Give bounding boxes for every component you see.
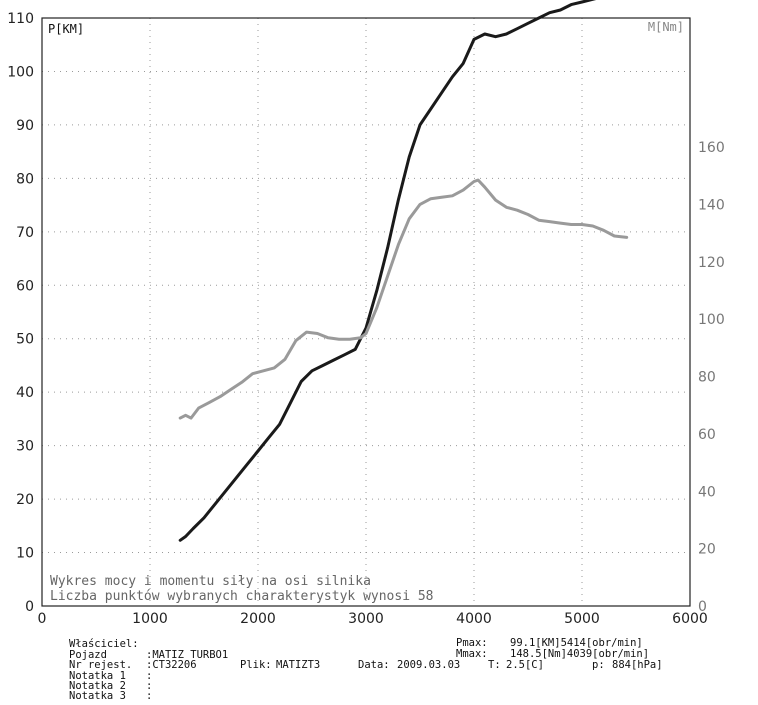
right-tick-label: 20 [698,542,716,558]
vehicle-label: Pojazd [69,649,107,661]
date-value: 2009.03.03 [397,659,460,671]
pmax-label: Pmax: [456,637,488,649]
file-label: Plik: [240,659,272,671]
note3-label: Notatka 3 [69,690,126,702]
temperature-label: T: [488,659,501,671]
x-tick-label: 6000 [672,611,708,627]
registration-value: :CT32206 [146,659,197,671]
left-axis-ticks: 0 10 20 30 40 50 60 70 80 90 100 110 [7,11,34,615]
x-tick-label: 5000 [564,611,600,627]
x-axis-ticks: 0 1000 2000 3000 4000 5000 6000 [38,611,708,627]
chart-note-2: Liczba punktów wybranych charakterystyk … [50,589,434,604]
x-tick-label: 0 [38,611,47,627]
pressure-value: 884[hPa] [612,659,663,671]
note2-colon: : [146,680,152,692]
right-tick-label: 100 [698,312,725,328]
vehicle-value: :MATIZ TURBO1 [146,649,228,661]
pmax-value: 99.1[KM]5414[obr/min] [510,637,643,649]
power-curve [178,0,597,542]
left-tick-label: 70 [16,225,34,241]
x-tick-label: 1000 [132,611,168,627]
pressure-label: p: [592,659,605,671]
right-tick-label: 40 [698,484,716,500]
mmax-value: 148.5[Nm]4039[obr/min] [510,648,649,660]
right-axis-ticks: 0 20 40 60 80 100 120 140 160 [698,140,725,615]
left-axis-title: P[KM] [48,22,84,36]
file-value: MATIZT3 [276,659,320,671]
x-tick-label: 4000 [456,611,492,627]
note1-colon: : [146,670,152,682]
info-block: Właściciel: Pojazd :MATIZ TURBO1 Nr reje… [69,637,663,702]
x-tick-label: 3000 [348,611,384,627]
right-tick-label: 60 [698,427,716,443]
right-tick-label: 160 [698,140,725,156]
note2-label: Notatka 2 [69,680,126,692]
right-axis-title: M[Nm] [648,20,684,34]
owner-label: Właściciel: [69,638,139,650]
plot-frame [41,17,691,607]
left-tick-label: 50 [16,332,34,348]
temperature-value: 2.5[C] [506,659,544,671]
torque-curve [178,178,629,420]
left-tick-label: 30 [16,439,34,455]
x-tick-label: 2000 [240,611,276,627]
right-tick-label: 120 [698,255,725,271]
left-tick-label: 110 [7,11,34,27]
note1-label: Notatka 1 [69,670,126,682]
date-label: Data: [358,659,390,671]
mmax-label: Mmax: [456,648,488,660]
left-tick-label: 100 [7,64,34,80]
note3-colon: : [146,690,152,702]
right-tick-label: 80 [698,370,716,386]
right-tick-label: 140 [698,197,725,213]
left-tick-label: 60 [16,278,34,294]
left-tick-label: 90 [16,118,34,134]
right-tick-label: 0 [698,599,707,615]
left-tick-label: 10 [16,546,34,562]
left-tick-label: 20 [16,492,34,508]
registration-label: Nr rejest. [69,659,132,671]
grid-lines [42,18,690,606]
left-tick-label: 0 [25,599,34,615]
left-tick-label: 80 [16,171,34,187]
left-tick-label: 40 [16,385,34,401]
chart-note-1: Wykres mocy i momentu siły na osi silnik… [50,574,371,589]
